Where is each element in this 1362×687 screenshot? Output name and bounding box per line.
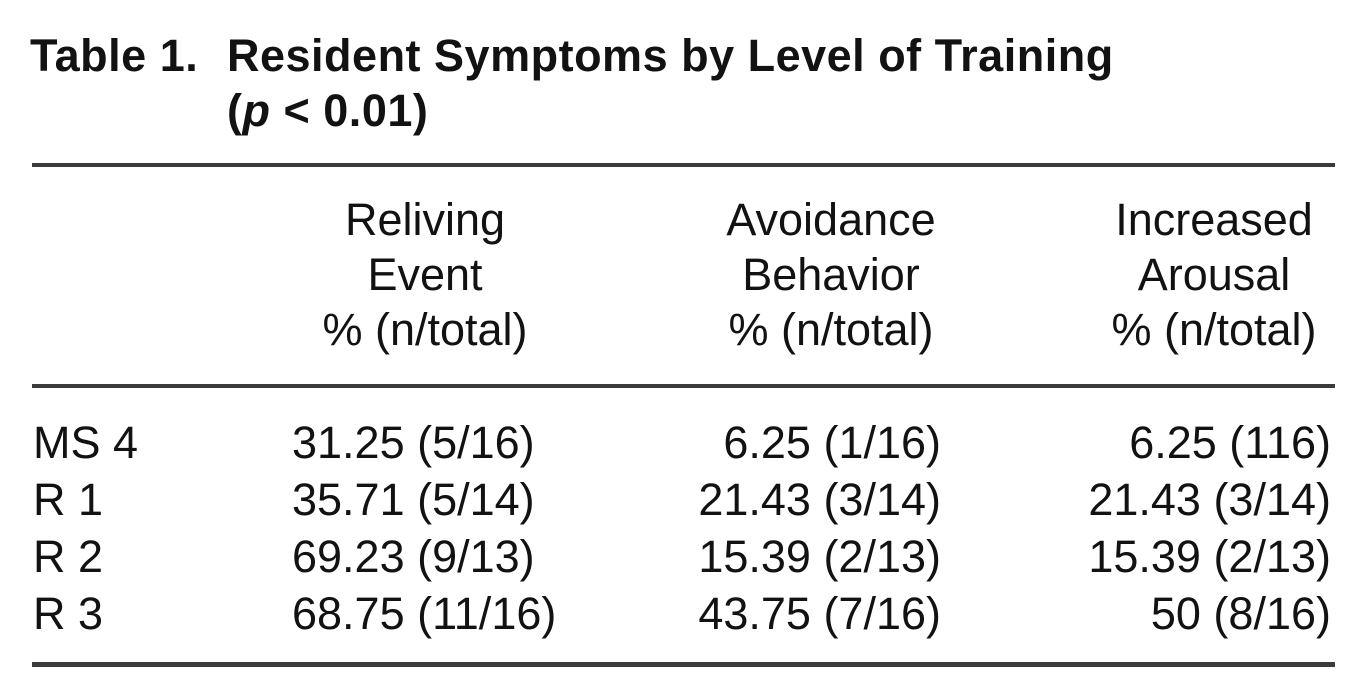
divider-top — [32, 163, 1335, 167]
p-value: p — [242, 85, 271, 136]
cell-reliving-event: 69.23 (9/13) — [292, 531, 535, 582]
cell-avoidance: 15.39 (2/13) — [698, 531, 941, 582]
cell-reliving-event: 35.71 (5/14) — [292, 474, 535, 525]
row-label: R 3 — [33, 588, 104, 639]
table-row: R 2 69.23 (9/13) 15.39 (2/13) 15.39 (2/1… — [0, 528, 1362, 585]
table-title-line2: (p < 0.01) — [227, 85, 429, 136]
row-label: MS 4 — [33, 417, 139, 468]
cell-arousal: 6.25 (116) — [1129, 417, 1331, 468]
table-body: MS 4 31.25 (5/16) 6.25 (1/16) 6.25 (116)… — [0, 414, 1362, 642]
cell-reliving-event: 31.25 (5/16) — [292, 417, 535, 468]
table-title-line1: Resident Symptoms by Level of Training — [227, 30, 1114, 81]
divider-bottom — [32, 662, 1335, 667]
cell-arousal: 50 (8/16) — [1150, 588, 1331, 639]
column-header-increased-arousal: Increased Arousal % (n/total) — [1111, 194, 1317, 355]
table-title: Table 1. Resident Symptoms by Level of T… — [30, 28, 1114, 138]
cell-avoidance: 21.43 (3/14) — [698, 474, 941, 525]
cell-reliving-event: 68.75 (11/16) — [292, 588, 557, 639]
row-label: R 1 — [33, 474, 104, 525]
table-title-text: Resident Symptoms by Level of Training (… — [227, 28, 1114, 138]
table-title-prefix: Table 1. — [30, 30, 199, 81]
row-label: R 2 — [33, 531, 104, 582]
table-row: MS 4 31.25 (5/16) 6.25 (1/16) 6.25 (116) — [0, 414, 1362, 471]
table-row: R 3 68.75 (11/16) 43.75 (7/16) 50 (8/16) — [0, 585, 1362, 642]
cell-avoidance: 6.25 (1/16) — [723, 417, 941, 468]
cell-arousal: 15.39 (2/13) — [1088, 531, 1331, 582]
table-row: R 1 35.71 (5/14) 21.43 (3/14) 21.43 (3/1… — [0, 471, 1362, 528]
cell-avoidance: 43.75 (7/16) — [698, 588, 941, 639]
column-header-avoidance-behavior: Avoidance Behavior % (n/total) — [726, 194, 936, 355]
divider-header — [32, 384, 1335, 388]
column-header-reliving-event: Reliving Event % (n/total) — [322, 194, 528, 355]
cell-arousal: 21.43 (3/14) — [1088, 474, 1331, 525]
